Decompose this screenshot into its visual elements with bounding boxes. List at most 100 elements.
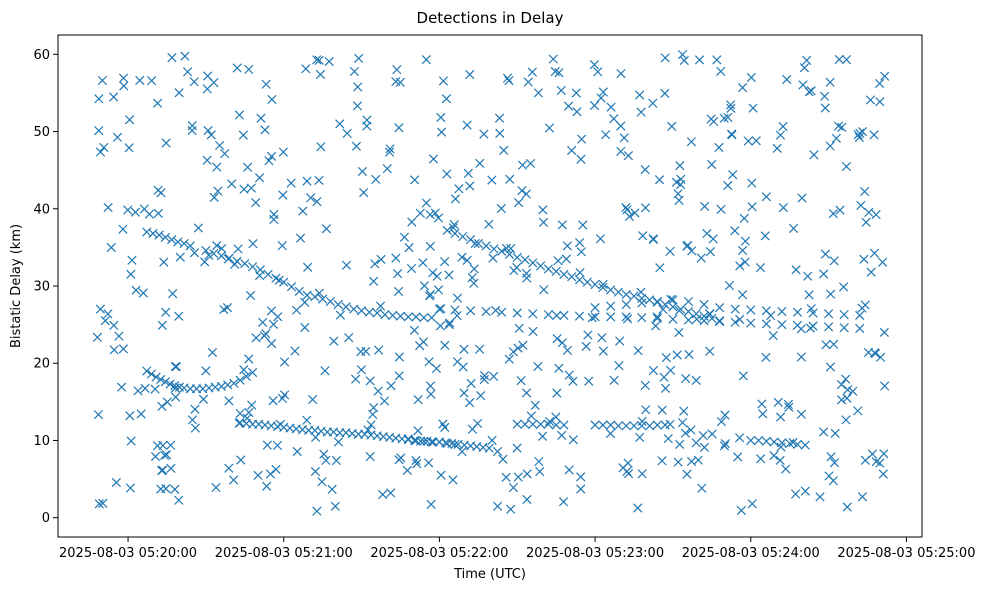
- clutter-point: [554, 363, 564, 373]
- track-4-point: [528, 258, 538, 268]
- clutter-point: [727, 130, 737, 140]
- clutter-point: [175, 252, 185, 262]
- track-4-point: [621, 289, 631, 300]
- clutter-point: [775, 455, 785, 465]
- clutter-point: [406, 263, 417, 274]
- track-6-point: [683, 296, 694, 307]
- clutter-point: [556, 85, 566, 96]
- clutter-point: [352, 101, 363, 111]
- clutter-point: [466, 378, 476, 389]
- clutter-point: [714, 142, 724, 153]
- clutter-point: [871, 210, 881, 220]
- track-6-point: [714, 303, 725, 313]
- clutter-point: [425, 210, 435, 220]
- clutter-point: [533, 361, 543, 372]
- clutter-point: [487, 435, 497, 445]
- clutter-point: [474, 344, 485, 354]
- clutter-point: [633, 503, 643, 513]
- clutter-point: [444, 270, 454, 280]
- clutter-point: [251, 197, 261, 208]
- clutter-point: [856, 200, 866, 211]
- clutter-point: [174, 311, 184, 321]
- track-1-point: [223, 380, 233, 390]
- clutter-point: [488, 253, 498, 263]
- clutter-point: [236, 455, 246, 465]
- track-2-point: [349, 304, 359, 314]
- clutter-point: [545, 416, 555, 427]
- clutter-point: [384, 147, 395, 157]
- clutter-point: [182, 67, 193, 77]
- clutter-point: [247, 400, 257, 410]
- clutter-point: [292, 446, 302, 457]
- clutter-point: [501, 472, 511, 483]
- track-6-point: [792, 307, 803, 317]
- clutter-point: [707, 159, 717, 170]
- clutter-point: [153, 208, 163, 219]
- clutter-point: [312, 55, 322, 65]
- track-8-point: [403, 434, 413, 444]
- clutter-point: [329, 336, 339, 346]
- track-2-point: [209, 248, 219, 259]
- clutter-point: [829, 339, 839, 349]
- clutter-point: [842, 393, 852, 403]
- y-tick-label: 40: [33, 202, 50, 217]
- clutter-point: [508, 482, 519, 493]
- track-2-point: [271, 273, 281, 283]
- track-4-point: [489, 244, 499, 254]
- clutter-point: [391, 77, 401, 87]
- clutter-point: [616, 68, 626, 79]
- clutter-point: [159, 450, 170, 461]
- clutter-point: [204, 250, 214, 260]
- clutter-point: [842, 502, 852, 512]
- clutter-point: [677, 417, 688, 428]
- clutter-point: [498, 454, 508, 464]
- clutter-point: [841, 161, 852, 172]
- clutter-point: [189, 248, 200, 258]
- clutter-point: [857, 303, 867, 313]
- track-5-point: [668, 314, 678, 324]
- track-2-point: [142, 227, 152, 237]
- clutter-point: [863, 347, 874, 358]
- clutter-point: [820, 249, 831, 259]
- clutter-point: [819, 269, 829, 279]
- track-2-point: [232, 256, 242, 266]
- clutter-point: [609, 375, 619, 385]
- clutter-point: [834, 54, 844, 65]
- clutter-point: [109, 92, 119, 102]
- clutter-point: [109, 320, 119, 331]
- clutter-point: [836, 395, 847, 405]
- clutter-point: [824, 471, 834, 481]
- clutter-point: [450, 194, 461, 204]
- clutter-point: [279, 357, 290, 367]
- clutter-point: [286, 178, 296, 188]
- clutter-point: [291, 305, 302, 315]
- clutter-point: [150, 451, 161, 462]
- clutter-point: [193, 223, 203, 233]
- clutter-point: [826, 452, 836, 462]
- clutter-point: [637, 469, 647, 479]
- track-2-point: [426, 313, 437, 323]
- clutter-point: [423, 458, 434, 468]
- clutter-point: [138, 288, 148, 298]
- track-7-point: [613, 421, 624, 431]
- track-5-point: [792, 320, 803, 331]
- clutter-point: [838, 282, 849, 292]
- clutter-point: [402, 465, 412, 475]
- clutter-point: [682, 469, 692, 479]
- clutter-point: [300, 322, 310, 333]
- clutter-point: [782, 74, 792, 85]
- clutter-point: [133, 386, 143, 396]
- clutter-point: [734, 433, 745, 443]
- clutter-point: [167, 52, 177, 63]
- clutter-point: [587, 313, 597, 323]
- track-1-point: [235, 375, 245, 385]
- track-2-point: [224, 253, 234, 263]
- track-5-point: [481, 306, 491, 317]
- track-5-point: [808, 321, 818, 331]
- clutter-point: [190, 404, 200, 414]
- clutter-point: [170, 361, 180, 372]
- clutter-point: [424, 291, 435, 301]
- clutter-point: [436, 127, 447, 137]
- track-5-point: [621, 312, 631, 322]
- clutter-point: [426, 499, 436, 509]
